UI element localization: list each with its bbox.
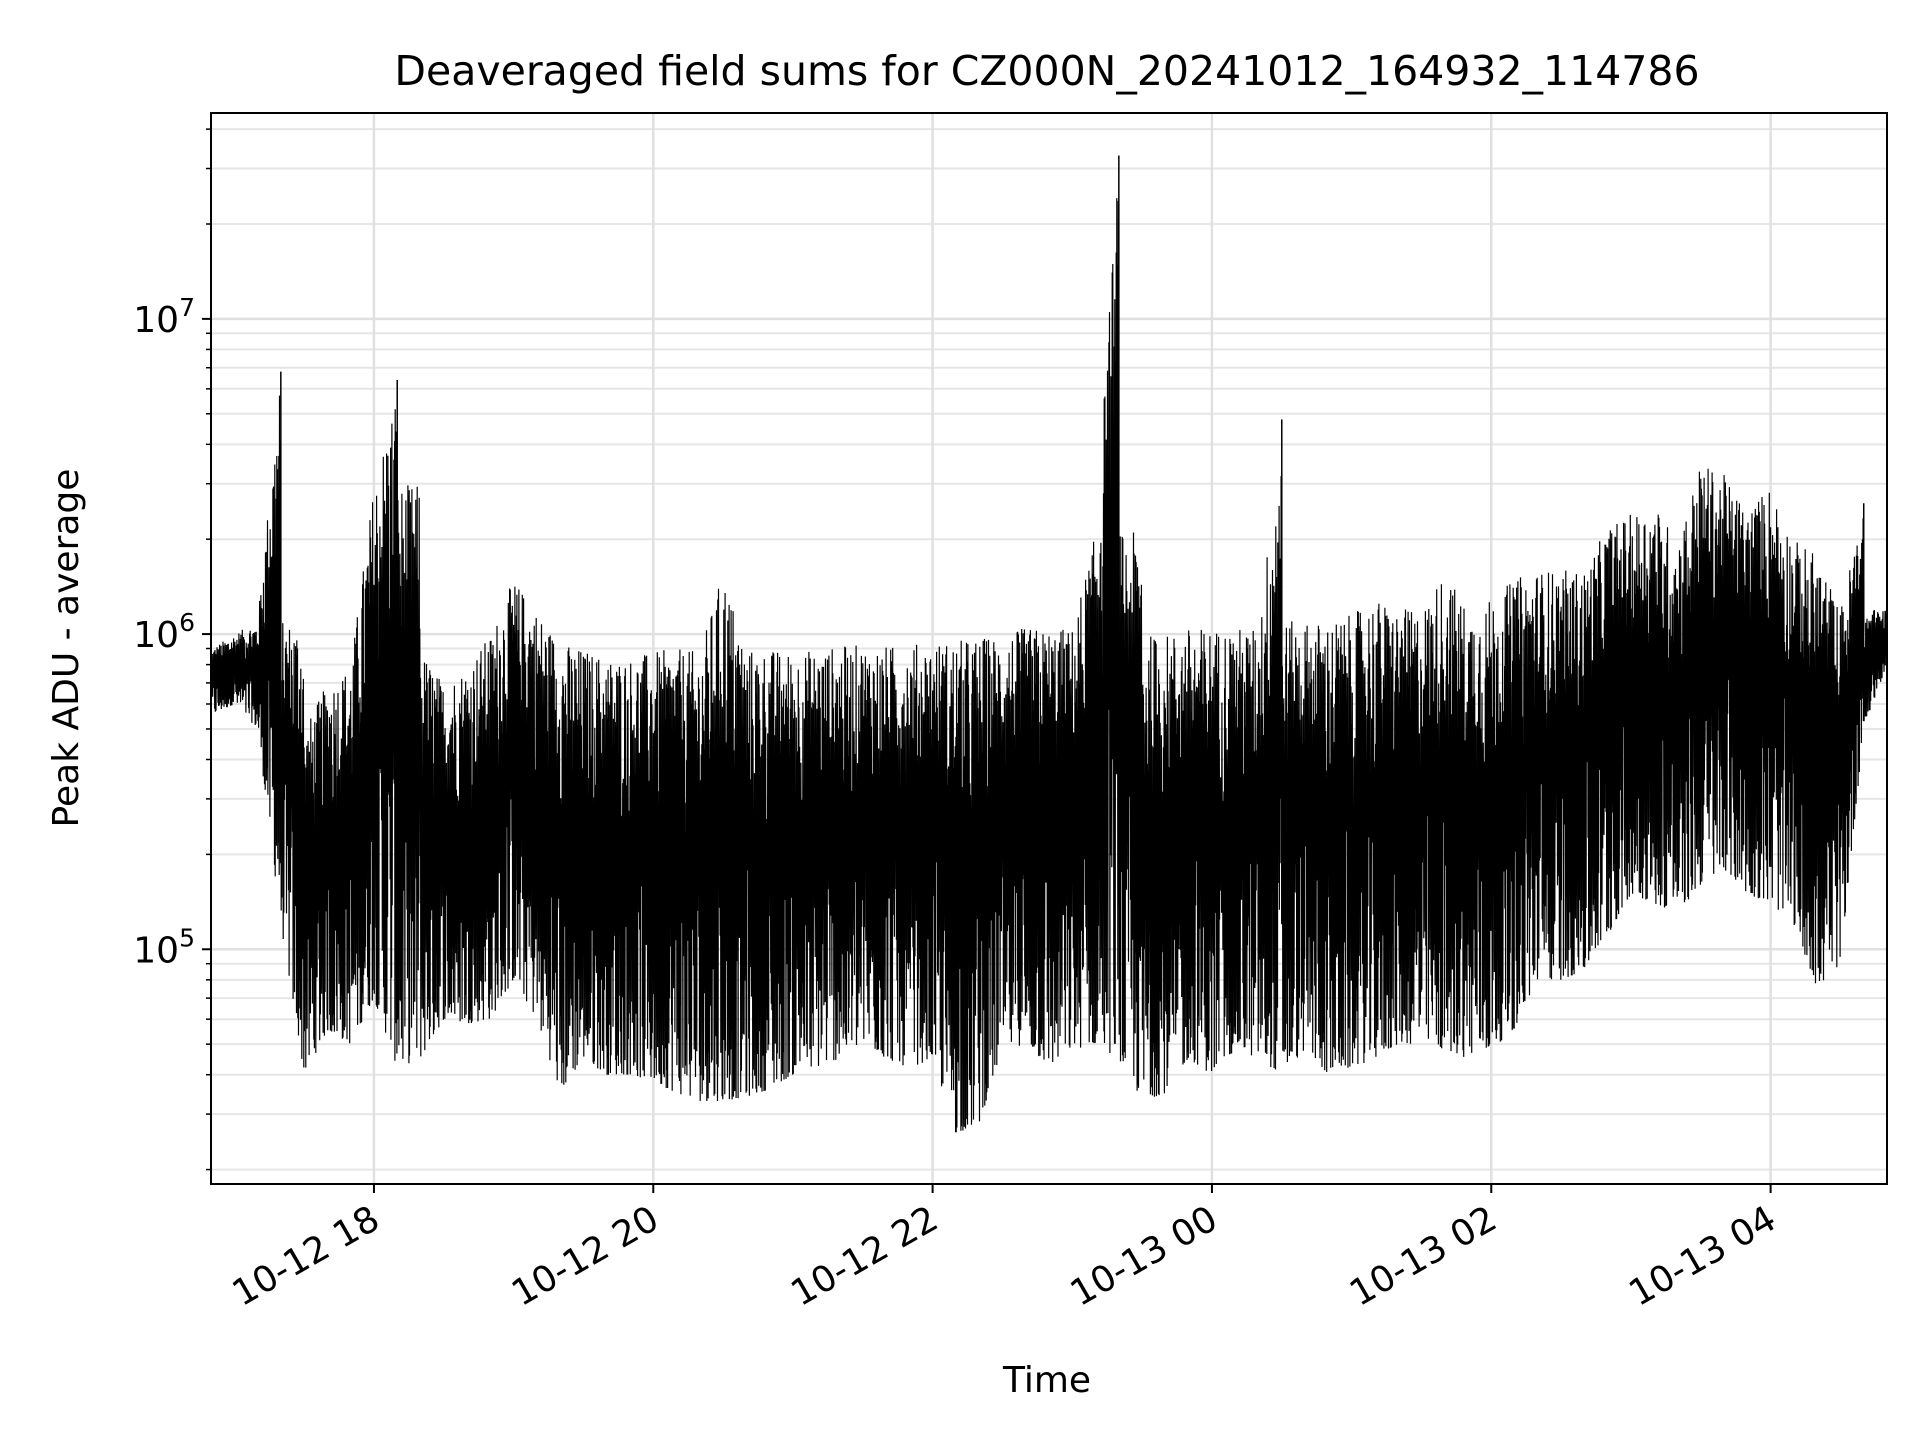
series-line (210, 198, 1888, 1133)
data-series (210, 155, 1888, 1133)
y-tick-label: 107 (133, 293, 195, 341)
y-axis-label: Peak ADU - average (46, 469, 87, 828)
x-axis-label: Time (1002, 1360, 1091, 1401)
y-tick-label: 105 (133, 923, 195, 971)
chart-title: Deaveraged field sums for CZ000N_2024101… (394, 47, 1699, 95)
y-tick-label: 106 (133, 608, 195, 656)
